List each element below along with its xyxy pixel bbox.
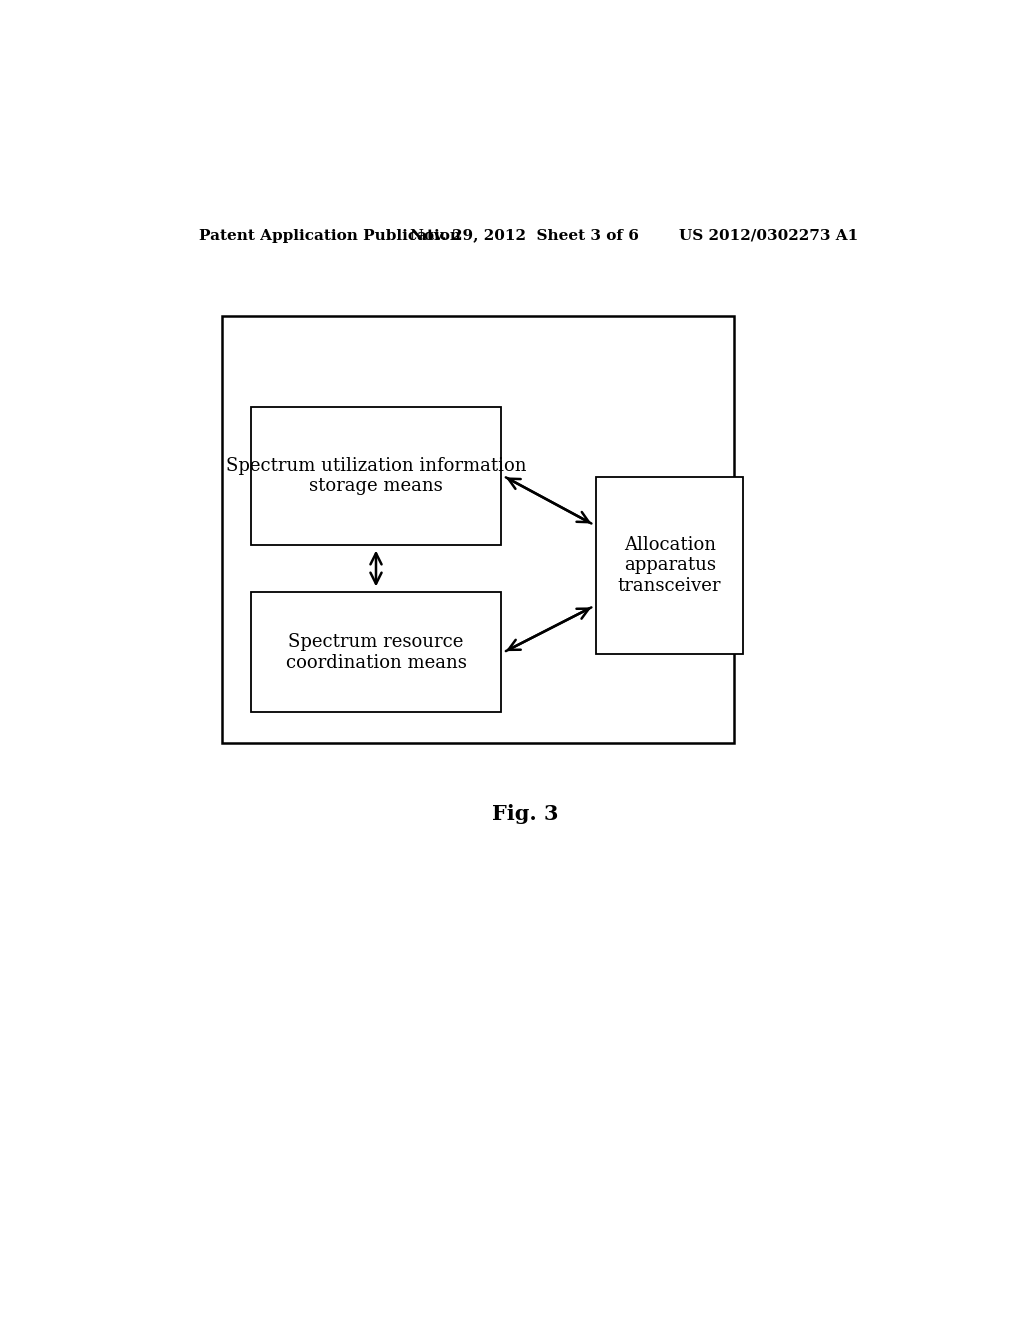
FancyBboxPatch shape (221, 315, 733, 743)
Text: Fig. 3: Fig. 3 (492, 804, 558, 824)
Text: Patent Application Publication: Patent Application Publication (200, 228, 462, 243)
Text: Spectrum utilization information
storage means: Spectrum utilization information storage… (225, 457, 526, 495)
Text: Spectrum resource
coordination means: Spectrum resource coordination means (286, 634, 467, 672)
FancyBboxPatch shape (596, 477, 743, 655)
FancyBboxPatch shape (251, 593, 501, 713)
Text: US 2012/0302273 A1: US 2012/0302273 A1 (679, 228, 858, 243)
Text: Allocation
apparatus
transceiver: Allocation apparatus transceiver (617, 536, 721, 595)
Text: Nov. 29, 2012  Sheet 3 of 6: Nov. 29, 2012 Sheet 3 of 6 (411, 228, 639, 243)
FancyBboxPatch shape (251, 408, 501, 545)
